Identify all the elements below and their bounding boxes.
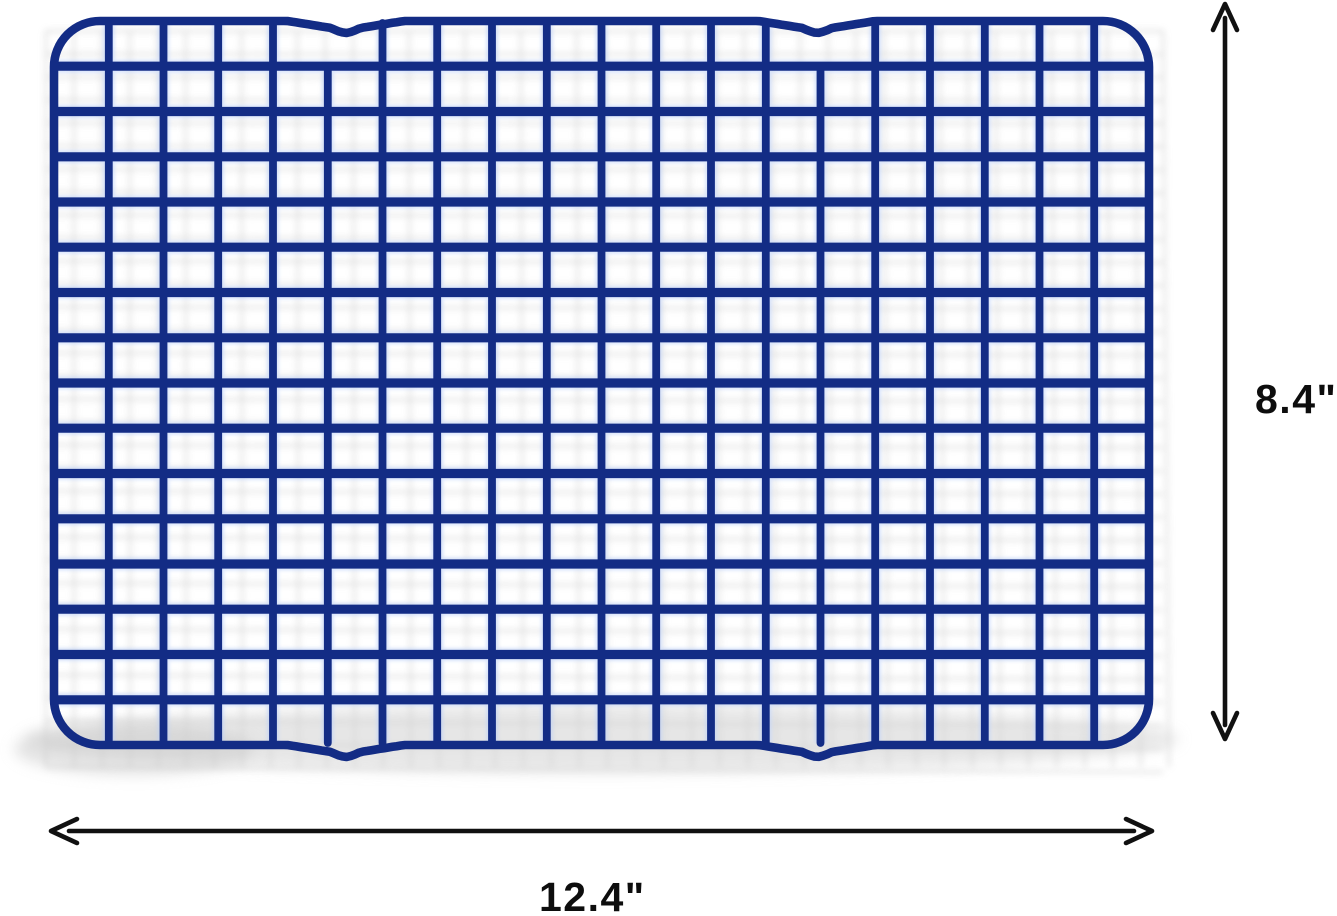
svg-text:12.4": 12.4" xyxy=(539,874,646,916)
svg-text:8.4": 8.4" xyxy=(1255,376,1337,422)
